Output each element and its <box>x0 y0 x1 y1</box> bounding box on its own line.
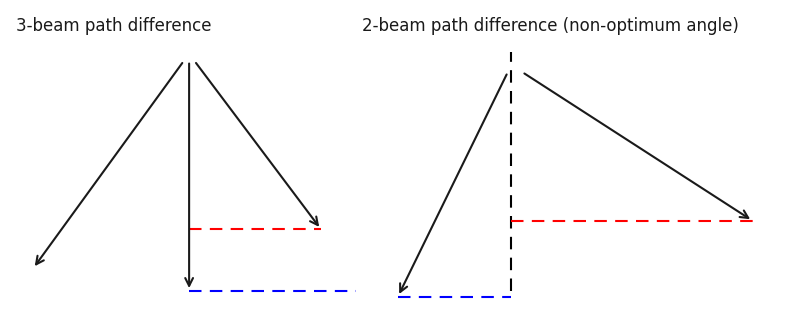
Text: 3-beam path difference: 3-beam path difference <box>16 18 211 35</box>
Text: 2-beam path difference (non-optimum angle): 2-beam path difference (non-optimum angl… <box>362 18 739 35</box>
